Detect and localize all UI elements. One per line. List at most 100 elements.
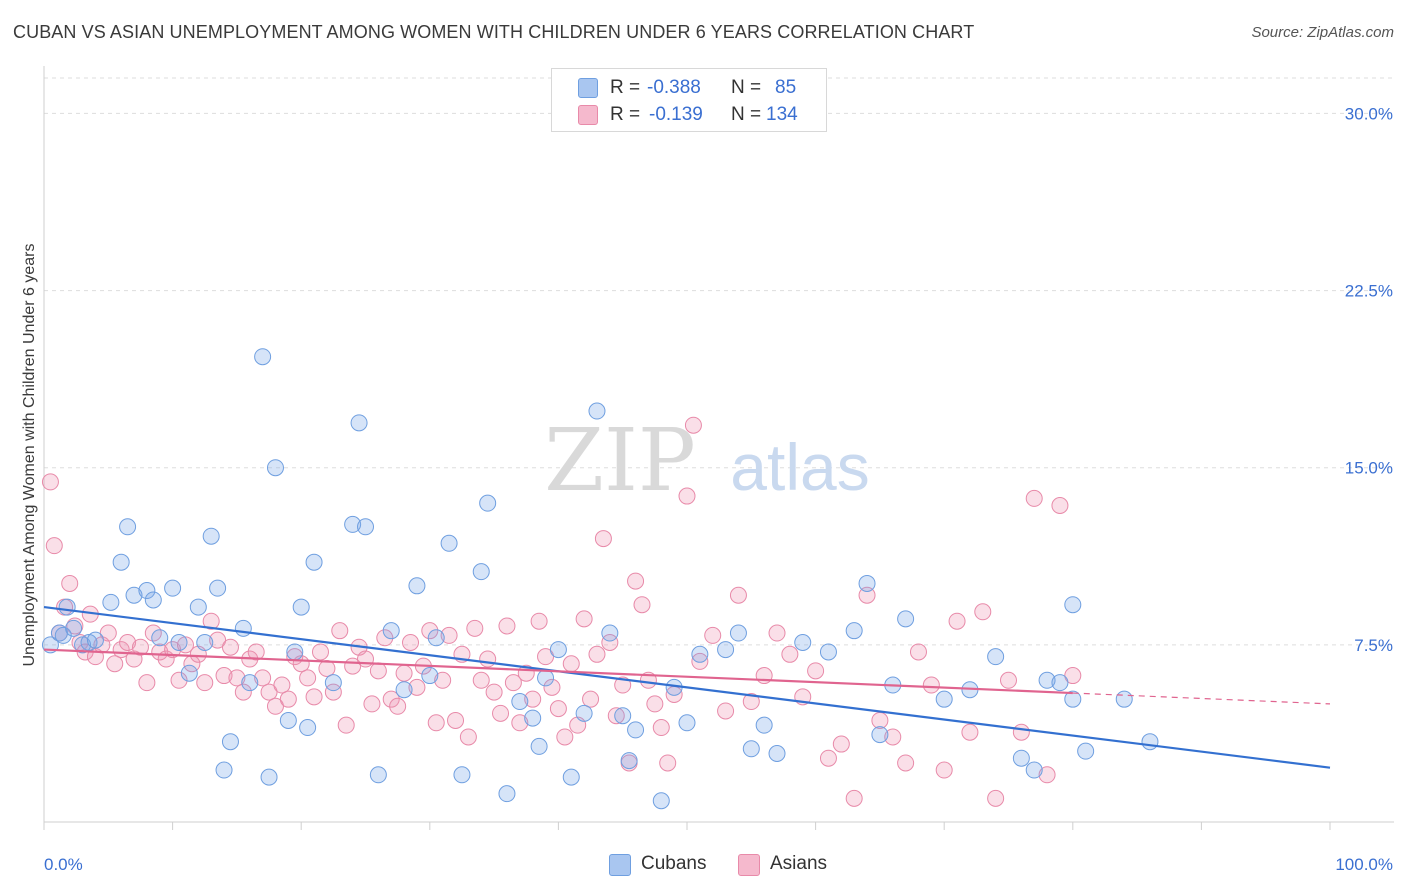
y-tick-label: 7.5% — [1354, 636, 1393, 655]
cubans-point — [1038, 671, 1056, 689]
asians-point — [324, 683, 342, 701]
asians-point — [408, 678, 426, 696]
cubans-point — [151, 629, 169, 647]
asians-point — [582, 690, 600, 708]
asians-point — [273, 676, 291, 694]
asians-point — [1025, 489, 1043, 507]
cubans-point — [144, 591, 162, 609]
cubans-point — [292, 598, 310, 616]
asians-point — [176, 636, 194, 654]
cubans-point — [421, 667, 439, 685]
asians-point — [588, 645, 606, 663]
asians-point — [524, 690, 542, 708]
asians-point — [254, 669, 272, 687]
asians-point — [164, 641, 182, 659]
asians-point — [389, 697, 407, 715]
asians-points — [41, 416, 1082, 807]
asians-point — [151, 643, 169, 661]
cubans-point — [180, 664, 198, 682]
cubans-point — [138, 582, 156, 600]
asians-point — [1051, 497, 1069, 515]
asians-point — [717, 702, 735, 720]
cubans-point — [472, 563, 490, 581]
cubans-point — [537, 669, 555, 687]
asians-point — [909, 643, 927, 661]
asians-point — [562, 655, 580, 673]
cubans-point — [234, 619, 252, 637]
cubans-point — [357, 518, 374, 536]
asians-point — [498, 617, 516, 635]
cubans-point — [350, 414, 368, 432]
asians-point — [363, 695, 381, 713]
asians-point — [614, 676, 632, 694]
cubans-point — [755, 716, 773, 734]
cubans-point — [266, 459, 284, 477]
legend-label: Cubans — [641, 853, 707, 874]
asians-point — [575, 610, 593, 628]
cubans-point — [369, 766, 387, 784]
cubans-point — [86, 631, 104, 649]
asians-point — [395, 664, 413, 682]
watermark: ZIP atlas — [544, 411, 870, 511]
asians-point — [41, 473, 59, 491]
asians-point — [549, 700, 567, 718]
cubans-point — [453, 766, 471, 784]
asians-point — [845, 789, 863, 807]
cubans-point — [74, 636, 92, 654]
asians-point — [961, 723, 979, 741]
asians-point — [170, 671, 188, 689]
cubans-point — [729, 624, 747, 642]
asians-point — [543, 678, 561, 696]
correlation-legend: R = -0.388 N = 85 R = -0.139 N = 134 — [551, 68, 827, 132]
cubans-point — [652, 792, 670, 810]
cubans-point — [678, 714, 696, 732]
asians-point — [447, 711, 465, 729]
cubans-point — [221, 733, 239, 751]
cubans-trend-line — [43, 605, 1331, 769]
asians-point — [1012, 723, 1030, 741]
asians-point — [530, 612, 548, 630]
asians-point — [1000, 671, 1017, 689]
trend-lines — [43, 605, 1331, 769]
asians-point — [974, 603, 992, 621]
watermark-atlas: atlas — [730, 430, 869, 504]
cubans-point — [260, 768, 278, 786]
asians-point — [138, 674, 156, 692]
cubans-swatch — [578, 78, 598, 98]
asians-point — [633, 596, 651, 614]
cubans-point — [299, 719, 317, 737]
asians-point — [504, 674, 522, 692]
asians-point — [131, 638, 149, 656]
tick-labels: 7.5% 15.0% 22.5% 30.0% 0.0% 100.0% — [44, 104, 1393, 874]
cubans-point — [819, 643, 837, 661]
cubans-point — [196, 633, 214, 651]
asians-point — [440, 626, 458, 644]
cubans-point — [562, 768, 580, 786]
asians-point — [492, 704, 510, 722]
n-value: 134 — [766, 104, 798, 125]
cubans-point — [1025, 761, 1043, 779]
asians-point — [691, 652, 709, 670]
asians-point — [511, 714, 529, 732]
asians-point — [61, 574, 79, 592]
cubans-point — [102, 593, 120, 611]
cubans-point — [768, 745, 786, 763]
cubans-point — [511, 693, 529, 711]
asians-point — [948, 612, 966, 630]
asians-point — [318, 659, 336, 677]
cubans-point — [286, 643, 304, 661]
n-label: N = — [731, 104, 762, 125]
cubans-point — [601, 624, 619, 642]
y-tick-label: 30.0% — [1345, 104, 1393, 123]
asians-point — [221, 638, 239, 656]
asians-point — [472, 671, 490, 689]
r-label: R = — [610, 104, 641, 125]
asians-point — [434, 671, 452, 689]
cubans-point — [209, 579, 227, 597]
cubans-point — [871, 726, 889, 744]
cubans-point — [620, 752, 638, 770]
cubans-point — [479, 494, 497, 512]
asians-point — [228, 669, 246, 687]
asians-point — [884, 728, 902, 746]
